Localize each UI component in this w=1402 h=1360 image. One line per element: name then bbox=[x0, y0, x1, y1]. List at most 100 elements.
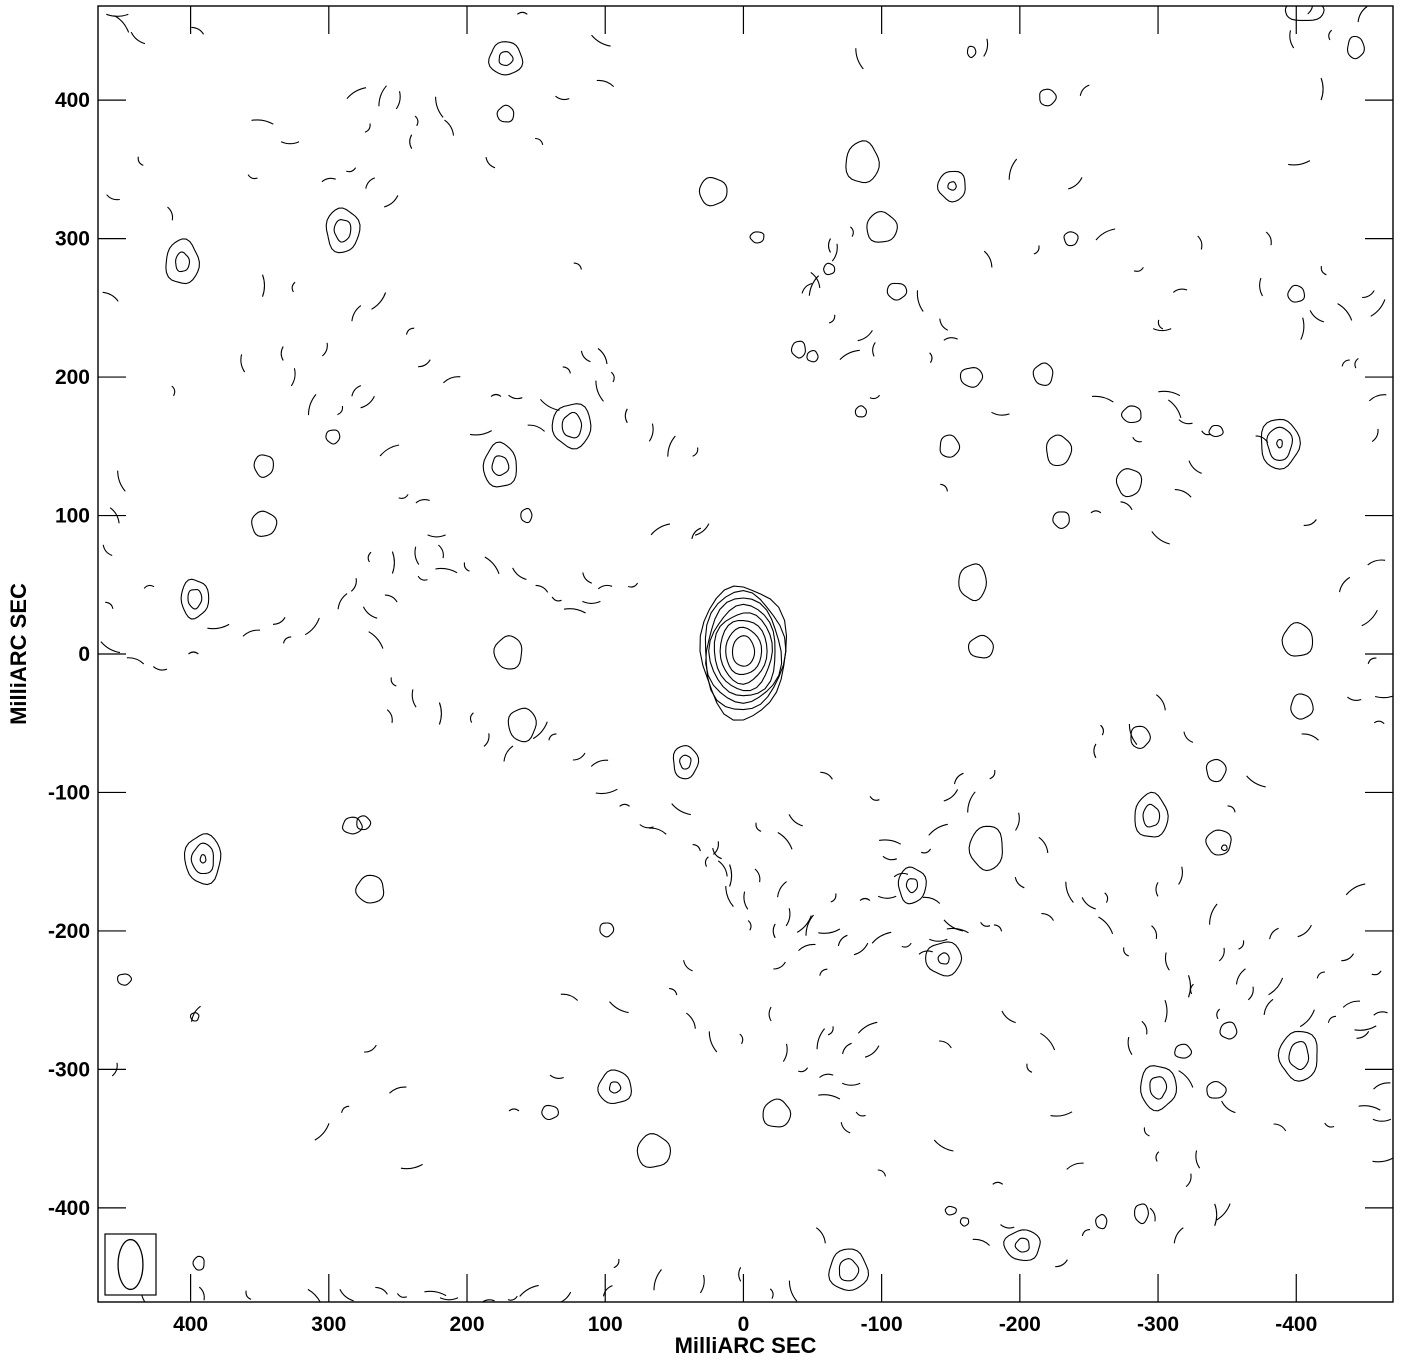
core-contour bbox=[705, 597, 783, 704]
component-contour bbox=[905, 878, 919, 894]
contour-fragment bbox=[788, 1280, 798, 1302]
contour-fragment bbox=[1370, 299, 1386, 317]
contour-fragment bbox=[1247, 986, 1254, 1001]
component-contour bbox=[1288, 1040, 1310, 1071]
contour-fragment bbox=[1173, 1227, 1184, 1244]
contour-fragment bbox=[877, 895, 897, 899]
contour-fragment bbox=[1303, 519, 1317, 527]
contour-fragment bbox=[102, 291, 119, 302]
contour-fragment bbox=[840, 1122, 851, 1134]
noise-contour bbox=[1115, 468, 1143, 498]
contour-fragment bbox=[610, 371, 615, 383]
noise-contour bbox=[1205, 829, 1232, 856]
contour-fragment bbox=[850, 226, 854, 237]
y-axis-title: MilliARC SEC bbox=[6, 583, 31, 725]
contour-fragment bbox=[117, 470, 126, 492]
contour-fragment bbox=[686, 1012, 696, 1029]
contour-fragment bbox=[483, 733, 490, 747]
contour-fragment bbox=[798, 1067, 809, 1073]
contour-fragment bbox=[251, 119, 274, 125]
contour-fragment bbox=[933, 1139, 954, 1152]
contour-fragment bbox=[1081, 1229, 1091, 1237]
contour-fragment bbox=[1095, 228, 1116, 241]
contour-fragment bbox=[1155, 1151, 1160, 1162]
contour-fragment bbox=[768, 1006, 772, 1022]
noise-contour bbox=[1219, 1021, 1238, 1040]
contour-fragment bbox=[245, 1290, 252, 1300]
contour-fragment bbox=[1373, 1082, 1391, 1090]
contour-fragment bbox=[1188, 460, 1202, 474]
contour-fragment bbox=[1172, 288, 1188, 293]
contour-fragment bbox=[280, 141, 300, 145]
contour-fragment bbox=[619, 803, 630, 807]
contour-fragment bbox=[1307, 6, 1314, 15]
noise-contour bbox=[1174, 1043, 1193, 1059]
contour-fragment bbox=[754, 868, 761, 883]
contour-fragment bbox=[842, 1042, 852, 1055]
contour-fragment bbox=[1143, 1127, 1150, 1137]
contour-fragment bbox=[991, 411, 1010, 416]
contour-fragment bbox=[1040, 1032, 1056, 1051]
contour-fragment bbox=[1273, 1123, 1287, 1132]
contour-fragment bbox=[351, 385, 362, 397]
noise-contour bbox=[251, 510, 278, 537]
x-tick-label: 200 bbox=[449, 1313, 484, 1336]
contour-fragment bbox=[869, 394, 881, 400]
contour-fragment bbox=[782, 1043, 788, 1062]
contour-fragment bbox=[712, 847, 722, 860]
contour-fragment bbox=[882, 855, 897, 861]
component-contour bbox=[333, 219, 352, 243]
y-tick-label: 0 bbox=[78, 643, 90, 666]
contour-fragment bbox=[1342, 1000, 1361, 1008]
noise-contour bbox=[854, 405, 868, 418]
contour-fragment bbox=[1151, 531, 1170, 545]
contour-fragment bbox=[100, 641, 121, 654]
contour-fragment bbox=[857, 330, 873, 342]
contour-fragment bbox=[386, 709, 393, 723]
contour-fragment bbox=[167, 206, 174, 221]
contour-fragment bbox=[360, 395, 375, 409]
contour-fragment bbox=[820, 771, 833, 780]
contour-fragment bbox=[1374, 695, 1393, 699]
contour-fragment bbox=[362, 606, 378, 619]
contour-fragment bbox=[1328, 29, 1333, 41]
contour-fragment bbox=[508, 1108, 520, 1112]
component-contour bbox=[937, 952, 950, 965]
contour-fragment bbox=[106, 13, 129, 17]
noise-contour bbox=[253, 454, 274, 478]
contour-fragment bbox=[396, 1293, 407, 1298]
contour-fragment bbox=[929, 352, 933, 364]
contour-fragment bbox=[272, 617, 286, 625]
contour-fragment bbox=[772, 923, 776, 939]
contour-fragment bbox=[1201, 430, 1212, 436]
contour-fragment bbox=[1337, 303, 1353, 321]
contour-fragment bbox=[559, 1291, 572, 1302]
contour-fragment bbox=[827, 1026, 834, 1036]
component-contour bbox=[1014, 1237, 1030, 1253]
noise-contour bbox=[1063, 231, 1079, 247]
contour-fragment bbox=[1155, 882, 1159, 897]
contour-fragment bbox=[1371, 970, 1382, 976]
contour-fragment bbox=[508, 394, 523, 400]
contour-fragment bbox=[1238, 940, 1245, 950]
contour-fragment bbox=[337, 593, 348, 610]
contour-fragment bbox=[901, 942, 912, 948]
contour-fragment bbox=[597, 584, 613, 590]
contour-fragment bbox=[708, 1031, 718, 1053]
contour-fragment bbox=[527, 424, 545, 432]
contour-fragment bbox=[375, 1286, 388, 1295]
contour-fragment bbox=[395, 91, 401, 110]
contour-fragment bbox=[469, 430, 492, 436]
noise-contour bbox=[1120, 405, 1142, 424]
noise-contour bbox=[886, 282, 908, 301]
contour-fragment bbox=[1320, 77, 1324, 101]
contour-fragment bbox=[810, 271, 821, 288]
contour-fragment bbox=[383, 195, 399, 208]
contour-fragment bbox=[1055, 1259, 1068, 1268]
contour-fragment bbox=[143, 584, 155, 589]
contour-fragment bbox=[669, 988, 678, 996]
contour-fragment bbox=[548, 733, 557, 741]
noise-contour bbox=[1220, 844, 1228, 852]
contour-fragment bbox=[1195, 1150, 1201, 1169]
contour-fragment bbox=[818, 1094, 841, 1100]
